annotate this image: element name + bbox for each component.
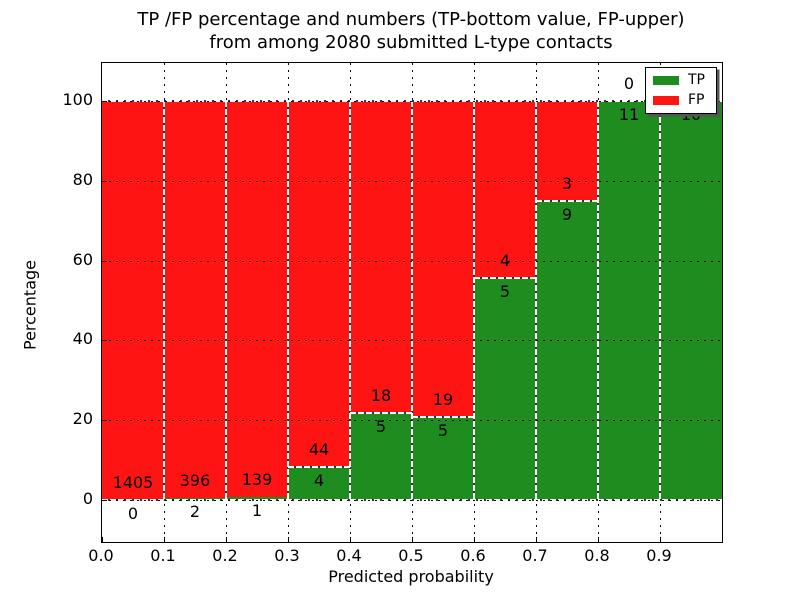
bar-count-label-fp: 44 (309, 440, 329, 459)
x-tick-mark (722, 537, 723, 542)
legend-tp-swatch-icon (653, 76, 679, 85)
x-tick-mark (164, 537, 165, 542)
y-tick-label: 80 (38, 170, 93, 190)
x-tick-label: 0.8 (584, 546, 609, 565)
x-tick-label: 0.7 (522, 546, 547, 565)
x-tick-label: 0.5 (398, 546, 423, 565)
bar-segment-fp (412, 101, 474, 417)
bar-edge-vertical (411, 101, 413, 500)
x-tick-label: 0.4 (336, 546, 361, 565)
y-axis-label: Percentage (21, 260, 40, 350)
bar-count-label-fp: 139 (242, 470, 273, 489)
y-tick-label: 100 (38, 90, 93, 110)
bar-count-label-fp: 396 (180, 471, 211, 490)
bar-edge-vertical (225, 101, 227, 500)
y-tick-label: 0 (38, 489, 93, 509)
x-tick-label: 0.6 (460, 546, 485, 565)
y-tick-mark (102, 101, 107, 102)
x-tick-mark (226, 537, 227, 542)
bar-edge-vertical (287, 101, 289, 500)
bar-edge-stack-boundary (412, 416, 474, 418)
chart-title-line2: from among 2080 submitted L-type contact… (101, 31, 721, 54)
grid-line-horizontal (102, 181, 722, 182)
x-tick-label: 0.2 (212, 546, 237, 565)
bar-count-label-tp: 1 (252, 501, 262, 520)
x-tick-mark (598, 537, 599, 542)
bar-segment-fp (288, 101, 350, 467)
legend: TP FP (645, 67, 717, 114)
x-tick-label: 0.3 (274, 546, 299, 565)
y-tick-label: 20 (38, 409, 93, 429)
legend-fp-swatch-icon (653, 96, 679, 105)
bar-edge-vertical (349, 101, 351, 500)
bar-edge-vertical (659, 101, 661, 500)
grid-line-horizontal (102, 420, 722, 421)
bar-segment-tp (474, 278, 536, 500)
plot-area: 1405039621391444185195453901110 (101, 62, 723, 543)
bar-edge-stack-boundary (536, 200, 598, 202)
x-tick-mark (350, 537, 351, 542)
figure: TP /FP percentage and numbers (TP-bottom… (0, 0, 800, 600)
bar-edge-stack-boundary (350, 412, 412, 414)
bar-count-label-tp: 2 (190, 502, 200, 521)
grid-line-horizontal (102, 340, 722, 341)
legend-item-fp: FP (653, 92, 716, 108)
y-tick-mark (102, 181, 107, 182)
bar-segment-fp (102, 101, 164, 500)
bar-edge-vertical (597, 101, 599, 500)
bar-count-label-tp: 5 (438, 421, 448, 440)
bar-segment-fp (350, 101, 412, 413)
legend-fp-label: FP (688, 92, 705, 108)
bar-edge-vertical (535, 101, 537, 500)
bar-count-label-tp: 11 (619, 105, 639, 124)
bar-count-label-tp: 5 (376, 417, 386, 436)
bar-count-label-fp: 18 (371, 386, 391, 405)
x-tick-label: 0.0 (88, 546, 113, 565)
y-tick-label: 40 (38, 329, 93, 349)
bar-count-label-tp: 5 (500, 282, 510, 301)
bar-edge-vertical (473, 101, 475, 500)
legend-item-tp: TP (653, 72, 716, 88)
bar-count-label-fp: 4 (500, 251, 510, 270)
chart-title-line1: TP /FP percentage and numbers (TP-bottom… (101, 8, 721, 31)
bar-count-label-fp: 0 (624, 74, 634, 93)
bar-count-label-tp: 0 (128, 504, 138, 523)
grid-line-horizontal (102, 101, 722, 102)
x-tick-mark (536, 537, 537, 542)
bar-count-label-fp: 3 (562, 174, 572, 193)
bar-count-label-fp: 1405 (113, 473, 154, 492)
y-tick-mark (102, 261, 107, 262)
bar-count-label-tp: 9 (562, 205, 572, 224)
grid-line-horizontal (102, 261, 722, 262)
bar-edge-stack-boundary (474, 277, 536, 279)
y-tick-mark (102, 500, 107, 501)
grid-line-horizontal (102, 500, 722, 501)
bar-edge-stack-boundary (288, 466, 350, 468)
x-tick-mark (474, 537, 475, 542)
x-tick-mark (288, 537, 289, 542)
x-axis-label: Predicted probability (101, 567, 721, 586)
bar-edge-vertical (163, 101, 165, 500)
x-tick-mark (660, 537, 661, 542)
bar-segment-tp (536, 201, 598, 500)
legend-tp-label: TP (688, 72, 705, 88)
bar-segment-tp (598, 101, 660, 500)
x-tick-mark (102, 537, 103, 542)
bar-count-label-fp: 19 (433, 390, 453, 409)
bar-count-label-tp: 4 (314, 471, 324, 490)
y-tick-mark (102, 420, 107, 421)
bar-segment-tp (660, 101, 722, 500)
y-tick-mark (102, 340, 107, 341)
x-tick-label: 0.9 (646, 546, 671, 565)
x-tick-label: 0.1 (150, 546, 175, 565)
x-tick-mark (412, 537, 413, 542)
bar-segment-fp (164, 101, 226, 498)
bar-segment-fp (226, 101, 288, 497)
y-tick-label: 60 (38, 250, 93, 270)
